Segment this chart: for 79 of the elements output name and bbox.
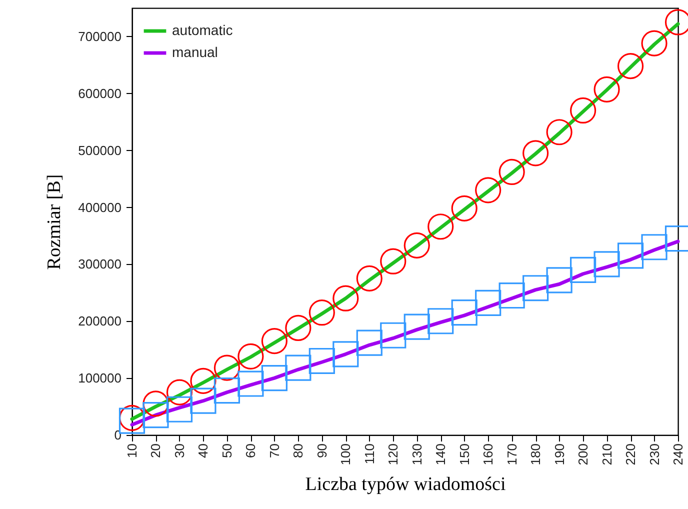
point	[428, 214, 454, 240]
point	[546, 119, 572, 146]
point	[261, 328, 288, 354]
x-tick-label: 120	[386, 444, 401, 466]
point	[617, 53, 644, 80]
point	[380, 248, 406, 274]
x-tick-label: 140	[433, 444, 448, 466]
point	[356, 330, 382, 356]
point	[617, 242, 644, 269]
x-tick-label: 20	[148, 444, 164, 458]
x-tick-label: 130	[409, 444, 424, 466]
point	[570, 97, 596, 124]
point	[498, 282, 525, 309]
point	[404, 232, 430, 258]
y-tick-label: 600000	[78, 86, 122, 101]
point	[190, 388, 216, 414]
point	[166, 396, 193, 422]
x-tick-label: 30	[172, 444, 187, 458]
point	[166, 379, 193, 406]
y-tick-label: 100000	[78, 370, 122, 386]
y-tick-label: 300000	[78, 256, 122, 272]
point	[451, 195, 478, 222]
point	[498, 158, 525, 185]
point	[308, 300, 335, 326]
point	[380, 322, 406, 348]
point	[641, 30, 668, 56]
x-tick-label: 170	[504, 444, 520, 466]
point	[238, 370, 264, 397]
point	[475, 290, 502, 316]
x-tick-label: 200	[576, 444, 591, 466]
point	[570, 256, 596, 283]
x-tick-label: 60	[243, 444, 258, 458]
x-tick-label: 160	[480, 444, 496, 466]
y-tick-label: 400000	[78, 200, 122, 215]
point	[332, 285, 359, 312]
x-axis-title: Liczba typów wiadomości	[305, 474, 506, 496]
point	[285, 354, 312, 381]
x-tick-label: 240	[670, 444, 686, 466]
legend-label: manual	[172, 44, 218, 60]
x-tick-label: 190	[552, 444, 567, 466]
x-tick-label: 100	[338, 444, 354, 466]
x-tick-label: 10	[124, 444, 140, 458]
point	[546, 267, 572, 294]
point	[142, 390, 169, 417]
y-axis-title: Rozmiar [B]	[44, 174, 66, 270]
x-tick-label: 150	[456, 444, 472, 466]
point	[190, 368, 216, 394]
point	[332, 341, 359, 368]
point	[404, 314, 430, 340]
point	[522, 275, 549, 302]
point	[594, 76, 620, 102]
x-tick-label: 40	[196, 444, 211, 458]
point	[214, 354, 240, 381]
x-tick-label: 230	[646, 444, 662, 466]
point	[428, 308, 454, 334]
point	[356, 265, 382, 292]
point	[285, 314, 312, 341]
point	[308, 348, 335, 374]
point	[142, 402, 169, 428]
point	[451, 300, 478, 326]
y-tick-label: 200000	[78, 314, 122, 329]
x-tick-label: 90	[314, 444, 330, 458]
y-tick-label: 700000	[78, 28, 122, 44]
point	[594, 251, 620, 278]
point	[214, 378, 240, 404]
point	[522, 140, 549, 166]
x-tick-label: 210	[599, 444, 614, 466]
point	[238, 343, 264, 370]
x-tick-label: 50	[219, 444, 234, 458]
point	[475, 177, 502, 204]
x-tick-label: 80	[290, 444, 306, 458]
legend-label: automatic	[172, 22, 233, 38]
x-tick-label: 220	[623, 444, 638, 466]
x-tick-label: 70	[266, 444, 282, 458]
point	[641, 234, 668, 260]
x-tick-label: 110	[362, 444, 377, 464]
point	[261, 365, 288, 392]
x-tick-label: 180	[528, 444, 544, 466]
y-tick-label: 500000	[78, 142, 122, 158]
